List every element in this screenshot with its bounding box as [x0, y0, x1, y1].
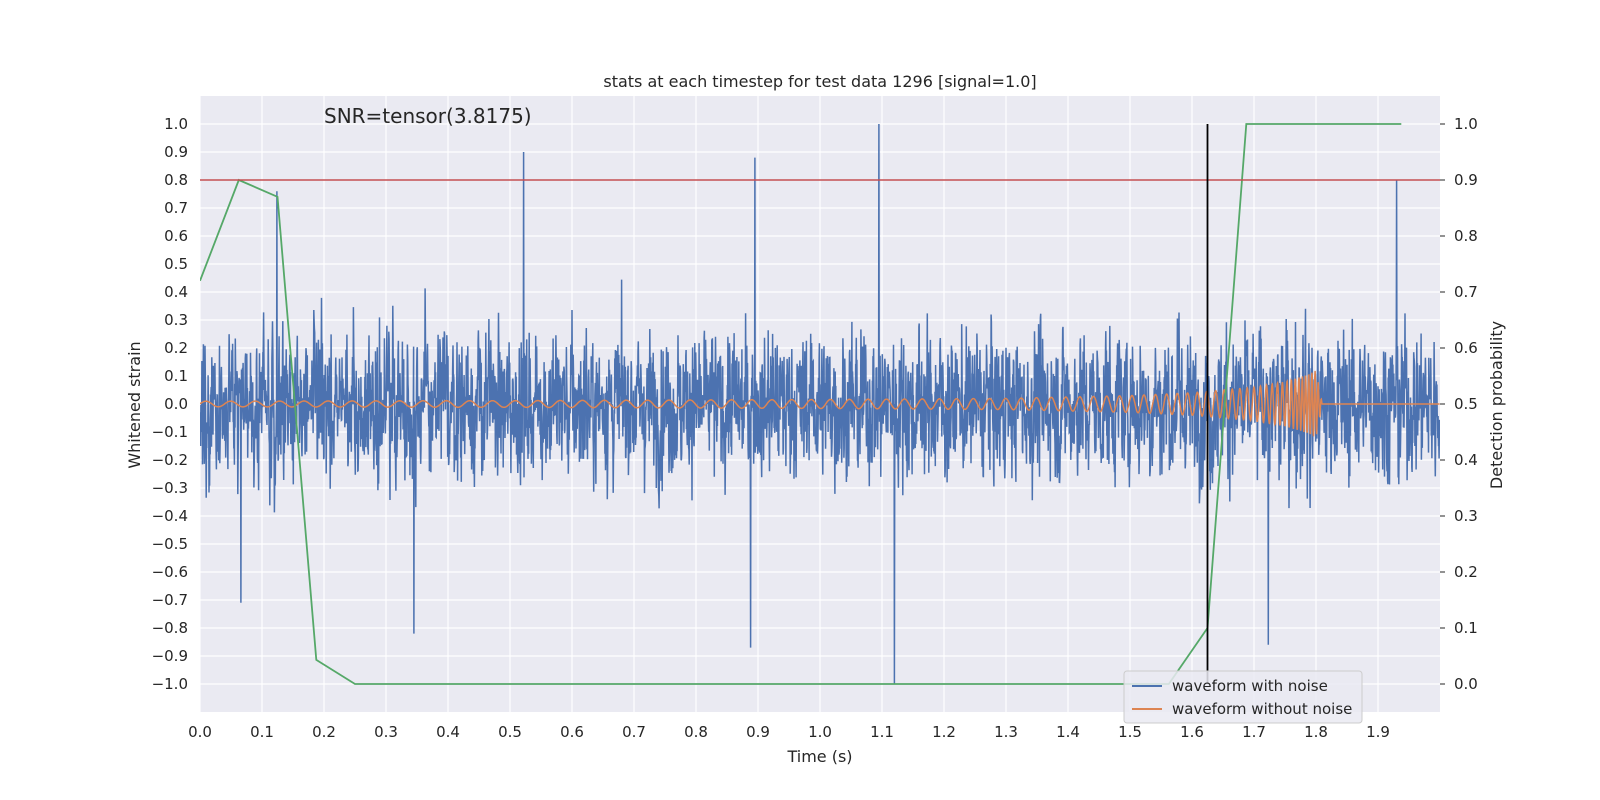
y-axis-right-title: Detection probability — [1487, 321, 1506, 489]
waveform-with-noise-line — [200, 123, 1440, 685]
y-tick-label: −1.0 — [152, 675, 188, 693]
y-right-tick-label: 0.1 — [1454, 619, 1478, 637]
x-tick-label: 0.4 — [436, 723, 460, 741]
y-tick-label: 1.0 — [164, 115, 188, 133]
y-right-tick-label: 0.5 — [1454, 395, 1478, 413]
y-right-tick-label: 0.2 — [1454, 563, 1478, 581]
y-right-tick-label: 0.0 — [1454, 675, 1478, 693]
y-axis-right: 1.0 0.9 0.8 0.7 0.6 0.5 0.4 0.3 0.2 0.1 0.0 — [1440, 115, 1478, 693]
x-tick-label: 1.8 — [1304, 723, 1328, 741]
y-tick-label: −0.8 — [152, 619, 188, 637]
y-tick-label: 0.1 — [164, 367, 188, 385]
y-tick-label: 0.2 — [164, 339, 188, 357]
legend-label-noise: waveform with noise — [1172, 677, 1328, 695]
y-right-tick-label: 0.7 — [1454, 283, 1478, 301]
y-tick-label: 0.6 — [164, 227, 188, 245]
x-tick-label: 1.1 — [870, 723, 894, 741]
y-tick-label: −0.2 — [152, 451, 188, 469]
y-tick-label: 0.3 — [164, 311, 188, 329]
y-right-tick-label: 0.3 — [1454, 507, 1478, 525]
y-tick-label: 0.4 — [164, 283, 188, 301]
x-tick-label: 1.5 — [1118, 723, 1142, 741]
x-axis: 0.0 0.1 0.2 0.3 0.4 0.5 0.6 0.7 0.8 0.9 1.0 1.1 1.2 1… — [188, 723, 1390, 741]
y-tick-label: −0.5 — [152, 535, 188, 553]
y-tick-label: 0.9 — [164, 143, 188, 161]
y-right-tick-label: 0.6 — [1454, 339, 1478, 357]
y-tick-label: −0.1 — [152, 423, 188, 441]
x-tick-label: 0.5 — [498, 723, 522, 741]
y-right-tick-label: 1.0 — [1454, 115, 1478, 133]
y-axis-left: 1.0 0.9 0.8 0.7 0.6 0.5 0.4 0.3 0.2 0.1 0.0 −0.1 −0.… — [152, 115, 188, 693]
x-tick-label: 0.7 — [622, 723, 646, 741]
x-tick-label: 0.2 — [312, 723, 336, 741]
x-tick-label: 1.7 — [1242, 723, 1266, 741]
y-tick-label: 0.7 — [164, 199, 188, 217]
legend-label-clean: waveform without noise — [1172, 700, 1352, 718]
snr-annotation: SNR=tensor(3.8175) — [324, 104, 532, 128]
chart-title: stats at each timestep for test data 129… — [603, 72, 1036, 91]
y-tick-label: −0.4 — [152, 507, 188, 525]
x-tick-label: 0.6 — [560, 723, 584, 741]
legend: waveform with noise waveform without noi… — [1123, 670, 1363, 724]
y-axis-title: Whitened strain — [125, 341, 144, 468]
y-right-tick-label: 0.8 — [1454, 227, 1478, 245]
detection-probability-line — [200, 123, 1402, 685]
plot-area — [200, 123, 1440, 685]
y-tick-label: −0.6 — [152, 563, 188, 581]
y-tick-label: 0.5 — [164, 255, 188, 273]
x-tick-label: 0.9 — [746, 723, 770, 741]
waveform-without-noise-line — [200, 370, 1440, 437]
y-tick-label: −0.9 — [152, 647, 188, 665]
x-tick-label: 0.0 — [188, 723, 212, 741]
x-axis-title: Time (s) — [786, 747, 852, 766]
x-tick-label: 0.8 — [684, 723, 708, 741]
x-tick-label: 1.2 — [932, 723, 956, 741]
y-tick-label: 0.0 — [164, 395, 188, 413]
x-tick-label: 1.9 — [1366, 723, 1390, 741]
x-tick-label: 1.3 — [994, 723, 1018, 741]
x-tick-label: 1.4 — [1056, 723, 1080, 741]
x-tick-label: 1.6 — [1180, 723, 1204, 741]
y-right-tick-label: 0.9 — [1454, 171, 1478, 189]
y-tick-label: 0.8 — [164, 171, 188, 189]
x-tick-label: 0.3 — [374, 723, 398, 741]
legend-box — [1123, 670, 1363, 724]
x-tick-label: 0.1 — [250, 723, 274, 741]
y-tick-label: −0.7 — [152, 591, 188, 609]
y-right-tick-label: 0.4 — [1454, 451, 1478, 469]
x-tick-label: 1.0 — [808, 723, 832, 741]
y-tick-label: −0.3 — [152, 479, 188, 497]
